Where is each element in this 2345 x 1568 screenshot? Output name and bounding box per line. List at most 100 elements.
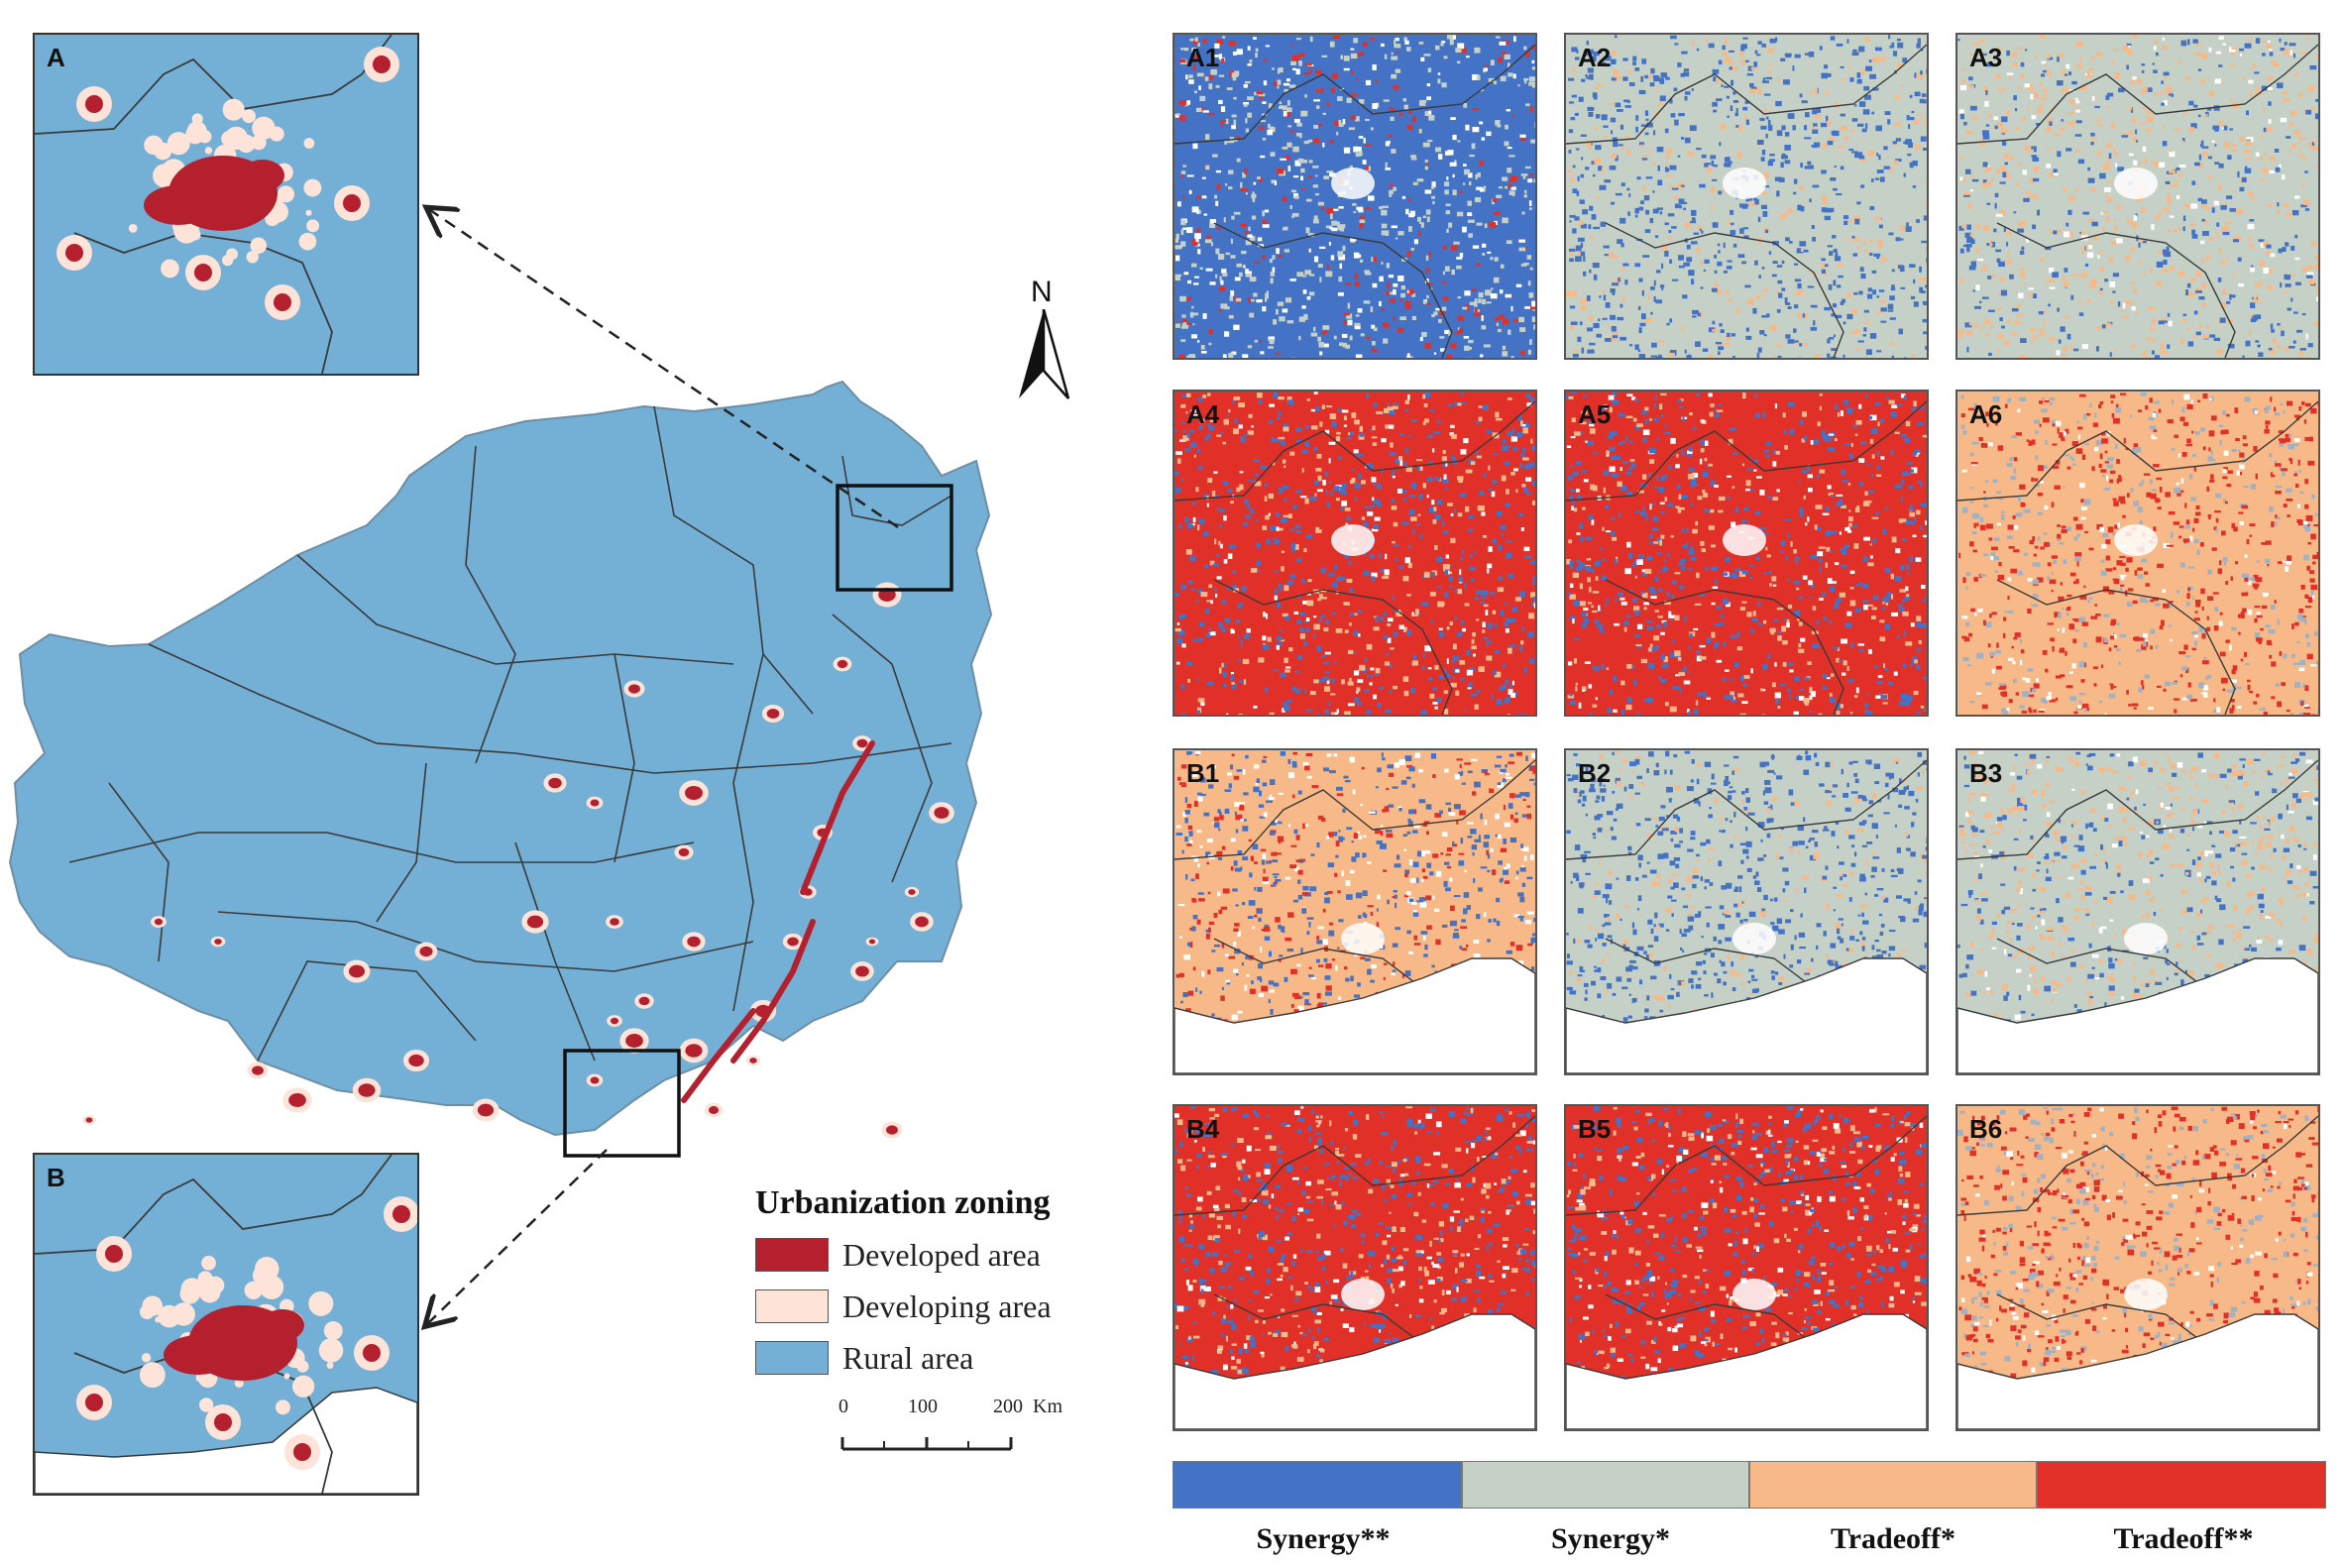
panel-label: A5 [1578, 399, 1612, 429]
panel-b2: B2 [1564, 748, 1929, 1075]
developed-patch [856, 738, 868, 748]
legend-item-developing: Developing area [755, 1287, 1052, 1326]
panel-label: A2 [1578, 43, 1612, 72]
developed-patch [749, 1058, 757, 1064]
urban-corridor [681, 1008, 756, 1103]
legend-label-developing: Developing area [842, 1288, 1052, 1324]
panel-map-canvas [1174, 392, 1535, 715]
district-boundary [68, 832, 695, 863]
legend-swatch-rural [755, 1341, 829, 1375]
panel-b6: B6 [1955, 1104, 2320, 1431]
developed-patch [787, 937, 799, 947]
panel-map-canvas [1957, 392, 2318, 715]
color-bar-label-synergy-strong: Synergy** [1256, 1522, 1391, 1555]
district-boundary [832, 614, 933, 883]
color-bar-synergy-weak [1462, 1461, 1749, 1509]
developed-patch [886, 1125, 898, 1135]
urban-corridor [730, 919, 816, 1064]
panel-label: A1 [1186, 43, 1220, 72]
developed-patch [590, 1076, 600, 1084]
developed-patch [610, 1017, 619, 1025]
panel-b4: B4 [1172, 1104, 1537, 1431]
developed-patch [252, 1065, 264, 1075]
inset-a-label: A [47, 43, 65, 72]
developed-patch [915, 916, 929, 928]
district-boundary [465, 445, 516, 764]
legend-item-developed: Developed area [755, 1235, 1041, 1275]
panel-map-canvas [1566, 35, 1927, 358]
panel-map-canvas [1957, 750, 2318, 1073]
panel-label: B6 [1969, 1114, 2003, 1144]
legend-swatch-developed [755, 1238, 829, 1272]
color-bar-synergy-strong [1172, 1461, 1462, 1509]
panel-a5: A5 [1564, 390, 1929, 717]
developed-patch [628, 684, 640, 694]
legend-label-rural: Rural area [842, 1339, 974, 1376]
developed-patch [908, 889, 916, 895]
inset-b-map-canvas [35, 1155, 417, 1494]
legend-item-rural: Rural area [755, 1338, 973, 1378]
developed-patch [687, 936, 701, 948]
developed-patch [610, 918, 619, 926]
district-boundary [376, 762, 427, 923]
inset-b-label: B [47, 1163, 65, 1192]
panel-label: B4 [1186, 1114, 1220, 1144]
focus-box-a [836, 484, 953, 592]
developed-patch [154, 918, 164, 926]
inset-pointer-arrows [0, 0, 899, 1388]
panel-label: B2 [1578, 758, 1612, 788]
inset-map-a: A [33, 33, 419, 376]
main-region-map [8, 380, 993, 1158]
focus-box-b [563, 1049, 681, 1158]
urban-corridor [800, 740, 875, 895]
developed-patch [934, 807, 949, 819]
color-bar-label-synergy-weak: Synergy* [1551, 1522, 1670, 1555]
panel-a4: A4 [1172, 390, 1537, 717]
developed-patch [477, 1103, 495, 1117]
scale-tick-200: 200 [993, 1396, 1023, 1417]
scale-unit: Km [1033, 1396, 1062, 1417]
district-boundary [614, 653, 635, 863]
developed-patch [408, 1054, 424, 1067]
panel-label: B5 [1578, 1114, 1612, 1144]
scale-bar [840, 1437, 1013, 1451]
inset-a-map-canvas [35, 35, 417, 374]
panel-label: A4 [1186, 399, 1220, 429]
panel-label: A3 [1969, 43, 2003, 72]
panel-label: A6 [1969, 399, 2003, 429]
developed-patch [85, 1117, 93, 1123]
district-boundary [514, 841, 596, 1062]
scale-tick-100: 100 [908, 1396, 938, 1417]
north-arrow: N [1009, 276, 1078, 404]
developed-patch [855, 965, 869, 977]
arrow-to-inset-b [428, 1149, 608, 1323]
panel-map-canvas [1174, 35, 1535, 358]
panel-map-canvas [1566, 392, 1927, 715]
panel-map-canvas [1957, 1106, 2318, 1429]
developed-patch [348, 964, 366, 978]
panel-a3: A3 [1955, 33, 2320, 360]
color-bar-tradeoff-weak [1749, 1461, 2037, 1509]
panel-map-canvas [1566, 750, 1927, 1073]
developed-patch [868, 939, 876, 945]
developed-patch [548, 777, 562, 789]
district-boundary [217, 911, 754, 972]
developed-patch [837, 659, 848, 669]
district-boundary [108, 782, 169, 962]
developed-patch [590, 799, 600, 807]
arrow-to-inset-a [430, 210, 899, 529]
north-arrow-icon [1019, 309, 1070, 399]
panel-a1: A1 [1172, 33, 1537, 360]
panel-a6: A6 [1955, 390, 2320, 717]
developed-patch [685, 785, 703, 801]
color-bar-label-tradeoff-weak: Tradeoff* [1830, 1522, 1956, 1555]
district-boundary [653, 405, 814, 715]
panel-b3: B3 [1955, 748, 2320, 1075]
color-bar-label-tradeoff-strong: Tradeoff** [2113, 1522, 2254, 1555]
developed-patch [288, 1093, 306, 1107]
panel-a2: A2 [1564, 33, 1929, 360]
legend-swatch-developing [755, 1289, 829, 1323]
panel-b1: B1 [1172, 748, 1537, 1075]
district-boundary [296, 554, 734, 665]
developed-patch [526, 915, 544, 929]
